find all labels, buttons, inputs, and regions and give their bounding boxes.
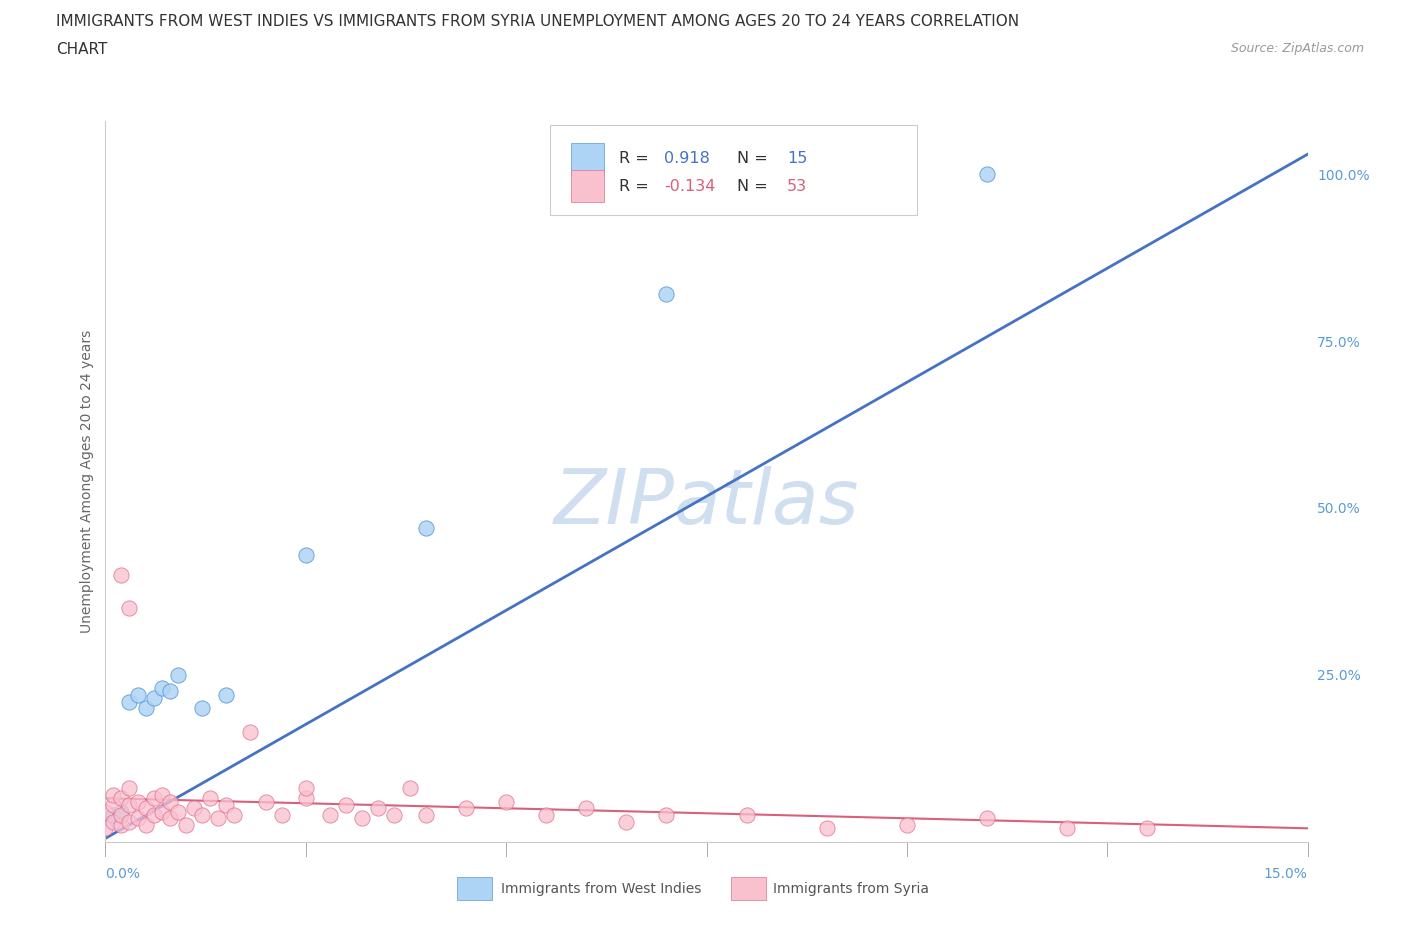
Point — [118, 601, 141, 616]
Point — [103, 788, 125, 803]
Point — [190, 700, 212, 715]
Point — [214, 798, 236, 813]
Point — [159, 794, 181, 809]
Point — [135, 801, 157, 816]
Point — [214, 687, 236, 702]
Point — [295, 547, 318, 562]
Point — [616, 814, 638, 829]
Text: 15.0%: 15.0% — [1264, 867, 1308, 881]
Point — [135, 700, 157, 715]
Text: Source: ZipAtlas.com: Source: ZipAtlas.com — [1230, 42, 1364, 55]
Text: 15: 15 — [787, 152, 807, 166]
Point — [295, 781, 318, 796]
Point — [103, 814, 125, 829]
Text: R =: R = — [619, 152, 654, 166]
Point — [575, 801, 598, 816]
Point — [976, 166, 998, 181]
Point — [135, 817, 157, 832]
Point — [815, 821, 838, 836]
Point — [1056, 821, 1078, 836]
Point — [127, 811, 149, 826]
Point — [735, 807, 758, 822]
Text: Immigrants from Syria: Immigrants from Syria — [773, 882, 929, 897]
Point — [94, 821, 117, 836]
Point — [118, 798, 141, 813]
Point — [495, 794, 517, 809]
Point — [454, 801, 477, 816]
Text: 0.918: 0.918 — [665, 152, 710, 166]
Point — [142, 807, 165, 822]
Point — [382, 807, 405, 822]
Point — [150, 804, 173, 819]
Point — [142, 691, 165, 706]
Point — [142, 790, 165, 805]
Point — [367, 801, 389, 816]
Point — [222, 807, 245, 822]
Point — [896, 817, 918, 832]
FancyBboxPatch shape — [571, 170, 605, 203]
Text: -0.134: -0.134 — [665, 179, 716, 193]
Point — [159, 684, 181, 699]
Point — [110, 807, 132, 822]
Point — [118, 781, 141, 796]
Text: R =: R = — [619, 179, 654, 193]
Text: 53: 53 — [787, 179, 807, 193]
Point — [94, 804, 117, 819]
Point — [335, 798, 357, 813]
Point — [190, 807, 212, 822]
Point — [655, 287, 678, 302]
Point — [399, 781, 422, 796]
Point — [174, 817, 197, 832]
Point — [103, 807, 125, 822]
Point — [239, 724, 262, 739]
Point — [198, 790, 221, 805]
Point — [207, 811, 229, 826]
Text: ZIPatlas: ZIPatlas — [554, 466, 859, 540]
Point — [110, 790, 132, 805]
Text: 0.0%: 0.0% — [105, 867, 141, 881]
Point — [976, 811, 998, 826]
Point — [350, 811, 373, 826]
Point — [103, 798, 125, 813]
Point — [166, 804, 188, 819]
Point — [159, 811, 181, 826]
Point — [150, 788, 173, 803]
Text: CHART: CHART — [56, 42, 108, 57]
Point — [254, 794, 277, 809]
Point — [110, 804, 132, 819]
Point — [270, 807, 292, 822]
Point — [319, 807, 342, 822]
Point — [127, 687, 149, 702]
Point — [110, 817, 132, 832]
Point — [150, 681, 173, 696]
Point — [655, 807, 678, 822]
Text: IMMIGRANTS FROM WEST INDIES VS IMMIGRANTS FROM SYRIA UNEMPLOYMENT AMONG AGES 20 : IMMIGRANTS FROM WEST INDIES VS IMMIGRANT… — [56, 14, 1019, 29]
Y-axis label: Unemployment Among Ages 20 to 24 years: Unemployment Among Ages 20 to 24 years — [80, 329, 94, 633]
Point — [110, 567, 132, 582]
Point — [1136, 821, 1159, 836]
Point — [415, 521, 437, 536]
Point — [183, 801, 205, 816]
Point — [415, 807, 437, 822]
Text: N =: N = — [737, 179, 772, 193]
Point — [166, 668, 188, 683]
Point — [127, 794, 149, 809]
Point — [118, 814, 141, 829]
Text: Immigrants from West Indies: Immigrants from West Indies — [501, 882, 702, 897]
Text: N =: N = — [737, 152, 772, 166]
Point — [534, 807, 557, 822]
Point — [295, 790, 318, 805]
FancyBboxPatch shape — [550, 125, 917, 215]
FancyBboxPatch shape — [571, 142, 605, 175]
Point — [118, 694, 141, 709]
